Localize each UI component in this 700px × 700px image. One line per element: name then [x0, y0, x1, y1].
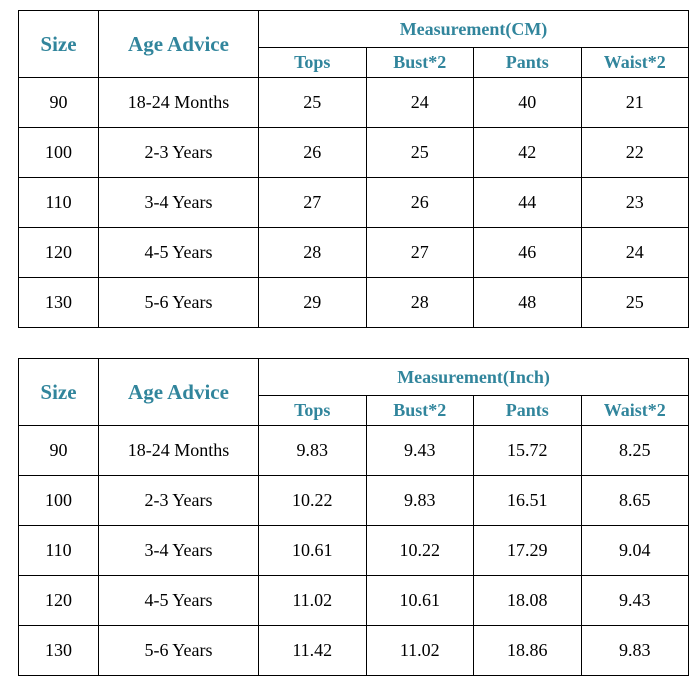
table-cell: 22 — [580, 127, 689, 178]
table-cell: 27 — [258, 177, 367, 228]
table-cell: 4-5 Years — [98, 227, 259, 278]
table-row: 90 18-24 Months 25 24 40 21 — [18, 77, 689, 128]
table-cell: 110 — [18, 525, 99, 576]
table-cell: 5-6 Years — [98, 625, 259, 676]
measurement-group-header: Measurement(CM) — [258, 10, 689, 48]
table-cell: 28 — [258, 227, 367, 278]
table-cell: 44 — [473, 177, 582, 228]
table-cell: 10.61 — [258, 525, 367, 576]
table-row: 130 5-6 Years 11.42 11.02 18.86 9.83 — [18, 625, 690, 676]
table-cell: 25 — [365, 127, 474, 178]
table-cell: 8.65 — [580, 475, 690, 526]
table-cell: 3-4 Years — [98, 177, 259, 228]
table-row: 100 2-3 Years 10.22 9.83 16.51 8.65 — [18, 475, 690, 526]
table-body-inch: 90 18-24 Months 9.83 9.43 15.72 8.25 100 2-3 Ye… — [18, 425, 690, 676]
table-cell: 40 — [473, 77, 582, 128]
table-row: 110 3-4 Years 27 26 44 23 — [18, 177, 689, 228]
table-cell: 4-5 Years — [98, 575, 259, 626]
pants-column-header: Pants — [473, 395, 582, 426]
table-cell: 25 — [580, 277, 689, 328]
table-cell: 110 — [18, 177, 99, 228]
table-row: 130 5-6 Years 29 28 48 25 — [18, 277, 689, 328]
table-cell: 100 — [18, 475, 99, 526]
table-cell: 25 — [258, 77, 367, 128]
table-cell: 9.83 — [580, 625, 690, 676]
table-row: 120 4-5 Years 28 27 46 24 — [18, 227, 689, 278]
table-cell: 3-4 Years — [98, 525, 259, 576]
header-row: Size Age Advice Measurement(Inch) — [18, 358, 690, 426]
table-cell: 130 — [18, 625, 99, 676]
bust-column-header: Bust*2 — [365, 395, 474, 426]
sub-header-row: Tops Bust*2 Pants Waist*2 — [19, 395, 690, 426]
table-cell: 100 — [18, 127, 99, 178]
table-cell: 90 — [18, 77, 99, 128]
tops-column-header: Tops — [258, 47, 367, 78]
table-row: 100 2-3 Years 26 25 42 22 — [18, 127, 689, 178]
table-cell: 90 — [18, 425, 99, 476]
table-cell: 24 — [580, 227, 689, 278]
table-cell: 5-6 Years — [98, 277, 259, 328]
table-body-cm: 90 18-24 Months 25 24 40 21 100 2-3 Years 26 25 42… — [18, 77, 689, 328]
waist-column-header: Waist*2 — [580, 47, 689, 78]
table-cell: 18-24 Months — [98, 425, 259, 476]
table-cell: 23 — [580, 177, 689, 228]
table-header-inch: Size Age Advice Measurement(Inch) Tops B… — [18, 358, 690, 426]
header-row: Size Age Advice Measurement(CM) — [18, 10, 689, 78]
size-chart-page: Size Age Advice Measurement(CM) Tops Bus… — [18, 10, 690, 676]
table-cell: 18.86 — [473, 625, 582, 676]
table-row: 120 4-5 Years 11.02 10.61 18.08 9.43 — [18, 575, 690, 626]
table-cell: 9.43 — [580, 575, 690, 626]
table-cell: 9.83 — [258, 425, 367, 476]
table-cell: 24 — [365, 77, 474, 128]
table-cell: 9.04 — [580, 525, 690, 576]
table-cell: 11.02 — [258, 575, 367, 626]
table-cell: 48 — [473, 277, 582, 328]
waist-column-header: Waist*2 — [580, 395, 690, 426]
sub-header-row: Tops Bust*2 Pants Waist*2 — [19, 47, 689, 78]
table-cell: 2-3 Years — [98, 475, 259, 526]
age-advice-column-header: Age Advice — [98, 10, 259, 78]
table-cell: 10.22 — [258, 475, 367, 526]
size-column-header: Size — [18, 10, 99, 78]
size-table-inch: Size Age Advice Measurement(Inch) Tops B… — [18, 358, 690, 676]
table-row: 110 3-4 Years 10.61 10.22 17.29 9.04 — [18, 525, 690, 576]
bust-column-header: Bust*2 — [365, 47, 474, 78]
size-column-header: Size — [18, 358, 99, 426]
table-cell: 42 — [473, 127, 582, 178]
tops-column-header: Tops — [258, 395, 367, 426]
table-cell: 11.02 — [365, 625, 474, 676]
table-cell: 26 — [258, 127, 367, 178]
table-header-cm: Size Age Advice Measurement(CM) Tops Bus… — [18, 10, 689, 78]
table-cell: 8.25 — [580, 425, 690, 476]
table-cell: 130 — [18, 277, 99, 328]
table-cell: 10.61 — [365, 575, 474, 626]
table-cell: 46 — [473, 227, 582, 278]
table-cell: 17.29 — [473, 525, 582, 576]
table-cell: 15.72 — [473, 425, 582, 476]
table-cell: 27 — [365, 227, 474, 278]
table-cell: 120 — [18, 227, 99, 278]
table-cell: 21 — [580, 77, 689, 128]
table-cell: 120 — [18, 575, 99, 626]
table-cell: 11.42 — [258, 625, 367, 676]
table-cell: 18.08 — [473, 575, 582, 626]
table-cell: 2-3 Years — [98, 127, 259, 178]
table-cell: 28 — [365, 277, 474, 328]
size-table-cm: Size Age Advice Measurement(CM) Tops Bus… — [18, 10, 689, 328]
table-cell: 10.22 — [365, 525, 474, 576]
table-cell: 29 — [258, 277, 367, 328]
table-cell: 18-24 Months — [98, 77, 259, 128]
table-cell: 26 — [365, 177, 474, 228]
table-cell: 9.83 — [365, 475, 474, 526]
pants-column-header: Pants — [473, 47, 582, 78]
table-row: 90 18-24 Months 9.83 9.43 15.72 8.25 — [18, 425, 690, 476]
table-cell: 16.51 — [473, 475, 582, 526]
age-advice-column-header: Age Advice — [98, 358, 259, 426]
table-cell: 9.43 — [365, 425, 474, 476]
measurement-group-header: Measurement(Inch) — [257, 358, 690, 396]
